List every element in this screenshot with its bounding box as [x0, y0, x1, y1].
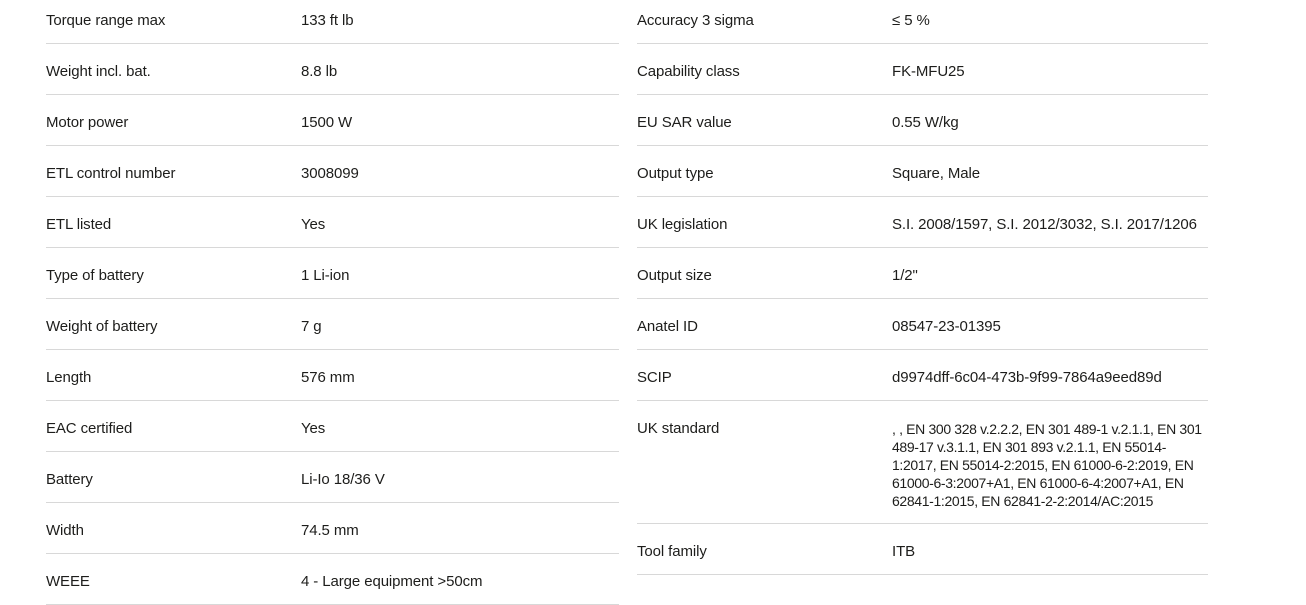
spec-label: Tool family: [637, 543, 707, 560]
spec-value: 1/2": [892, 267, 918, 284]
spec-row-weee: WEEE 4 - Large equipment >50cm: [46, 554, 619, 605]
spec-value: 576 mm: [301, 369, 355, 386]
spec-label: ETL listed: [46, 216, 112, 233]
spec-row-etl-control-number: ETL control number 3008099: [46, 146, 619, 197]
spec-label: Width: [46, 522, 84, 539]
spec-value: ≤ 5 %: [892, 12, 930, 29]
spec-label: SCIP: [637, 369, 672, 386]
spec-row-width: Width 74.5 mm: [46, 503, 619, 554]
spec-label: Motor power: [46, 114, 129, 131]
spec-value: Yes: [301, 420, 326, 437]
spec-value: 08547-23-01395: [892, 318, 1001, 335]
spec-row-output-type: Output type Square, Male: [637, 146, 1208, 197]
spec-label: Weight incl. bat.: [46, 63, 151, 80]
spec-label: UK legislation: [637, 216, 728, 233]
spec-value: 7 g: [301, 318, 322, 335]
spec-row-torque-range-max: Torque range max 133 ft lb: [46, 0, 619, 44]
spec-row-anatel-id: Anatel ID 08547-23-01395: [637, 299, 1208, 350]
spec-value: Yes: [301, 216, 326, 233]
spec-label: Weight of battery: [46, 318, 158, 335]
spec-row-output-size: Output size 1/2": [637, 248, 1208, 299]
spec-value: , , EN 300 328 v.2.2.2, EN 301 489-1 v.2…: [892, 421, 1202, 509]
spec-value: 1 Li-ion: [301, 267, 350, 284]
spec-row-accuracy-3-sigma: Accuracy 3 sigma ≤ 5 %: [637, 0, 1208, 44]
spec-label: EAC certified: [46, 420, 133, 437]
spec-value: S.I. 2008/1597, S.I. 2012/3032, S.I. 201…: [892, 216, 1197, 233]
spec-label: EU SAR value: [637, 114, 732, 131]
spec-value: Li-Io 18/36 V: [301, 471, 385, 488]
spec-value: 8.8 lb: [301, 63, 338, 80]
spec-value: 74.5 mm: [301, 522, 359, 539]
spec-value: d9974dff-6c04-473b-9f99-7864a9eed89d: [892, 369, 1162, 386]
spec-row-battery: Battery Li-Io 18/36 V: [46, 452, 619, 503]
spec-row-motor-power: Motor power 1500 W: [46, 95, 619, 146]
spec-label: Output type: [637, 165, 714, 182]
spec-label: Accuracy 3 sigma: [637, 12, 754, 29]
spec-label: Battery: [46, 471, 93, 488]
spec-row-uk-legislation: UK legislation S.I. 2008/1597, S.I. 2012…: [637, 197, 1208, 248]
spec-label: UK standard: [637, 420, 720, 437]
spec-row-scip: SCIP d9974dff-6c04-473b-9f99-7864a9eed89…: [637, 350, 1208, 401]
spec-row-length: Length 576 mm: [46, 350, 619, 401]
spec-row-tool-family: Tool family ITB: [637, 524, 1208, 575]
spec-value: 133 ft lb: [301, 12, 354, 29]
spec-row-uk-standard: UK standard , , EN 300 328 v.2.2.2, EN 3…: [637, 401, 1208, 524]
spec-label: Type of battery: [46, 267, 144, 284]
spec-label: Length: [46, 369, 92, 386]
spec-value: FK-MFU25: [892, 63, 965, 80]
spec-table-left: Torque range max 133 ft lb Weight incl. …: [46, 0, 619, 605]
spec-value: 3008099: [301, 165, 359, 182]
spec-row-type-of-battery: Type of battery 1 Li-ion: [46, 248, 619, 299]
spec-row-capability-class: Capability class FK-MFU25: [637, 44, 1208, 95]
spec-row-weight-incl-bat: Weight incl. bat. 8.8 lb: [46, 44, 619, 95]
spec-value: 4 - Large equipment >50cm: [301, 573, 483, 590]
spec-value: 1500 W: [301, 114, 353, 131]
spec-row-etl-listed: ETL listed Yes: [46, 197, 619, 248]
spec-value: ITB: [892, 543, 916, 560]
spec-label: Torque range max: [46, 12, 166, 29]
spec-table-right: Accuracy 3 sigma ≤ 5 % Capability class …: [637, 0, 1208, 605]
spec-label: Capability class: [637, 63, 740, 80]
spec-value: 0.55 W/kg: [892, 114, 959, 131]
spec-value: Square, Male: [892, 165, 981, 182]
spec-row-weight-of-battery: Weight of battery 7 g: [46, 299, 619, 350]
spec-row-eu-sar-value: EU SAR value 0.55 W/kg: [637, 95, 1208, 146]
spec-label: WEEE: [46, 573, 90, 590]
spec-label: Anatel ID: [637, 318, 698, 335]
spec-row-eac-certified: EAC certified Yes: [46, 401, 619, 452]
spec-label: Output size: [637, 267, 712, 284]
spec-label: ETL control number: [46, 165, 176, 182]
